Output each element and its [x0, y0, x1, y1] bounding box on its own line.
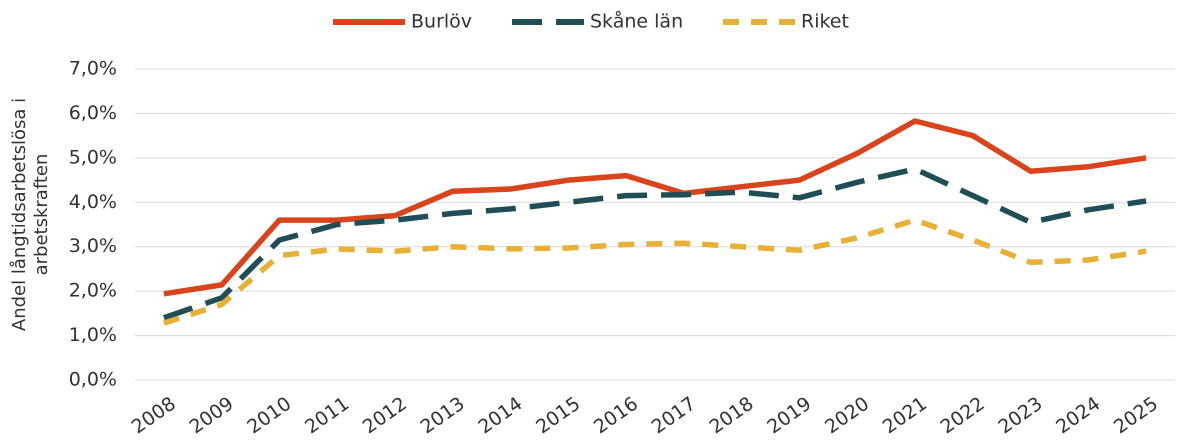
x-tick-label: 2015	[532, 393, 584, 439]
y-tick-label: 4,0%	[69, 191, 117, 213]
x-tick-label: 2009	[185, 393, 237, 439]
y-tick-label: 3,0%	[69, 235, 117, 257]
x-tick-label: 2024	[1052, 393, 1104, 439]
x-tick-label: 2023	[994, 393, 1046, 439]
x-tick-label: 2022	[937, 393, 989, 439]
x-tick-label: 2018	[705, 393, 757, 439]
y-tick-label: 2,0%	[69, 280, 117, 302]
series-line	[163, 166, 1147, 321]
series-line	[163, 118, 1147, 297]
y-axis-label: Andel långtidsarbetslösa i	[9, 98, 30, 331]
x-tick-label: 2013	[417, 393, 469, 439]
y-tick-label: 7,0%	[69, 58, 117, 80]
x-tick-label: 2020	[821, 393, 873, 439]
legend-label: Burlöv	[411, 11, 472, 33]
x-tick-label: 2011	[301, 393, 353, 439]
x-tick-label: 2008	[128, 393, 180, 439]
y-tick-label: 5,0%	[69, 146, 117, 168]
series-line	[163, 217, 1147, 326]
x-tick-label: 2021	[879, 393, 931, 439]
legend-label: Riket	[801, 11, 849, 33]
x-tick-label: 2017	[648, 393, 700, 439]
x-tick-label: 2019	[763, 393, 815, 439]
y-tick-label: 0,0%	[69, 369, 117, 391]
x-tick-label: 2014	[474, 393, 526, 439]
y-tick-label: 1,0%	[69, 324, 117, 346]
x-tick-label: 2010	[243, 393, 295, 439]
x-tick-label: 2016	[590, 393, 642, 439]
y-axis-label: arbetskraften	[31, 154, 52, 276]
x-tick-label: 2012	[359, 393, 411, 439]
legend-label: Skåne län	[590, 10, 683, 33]
x-tick-label: 2025	[1110, 393, 1162, 439]
y-tick-label: 6,0%	[69, 102, 117, 124]
